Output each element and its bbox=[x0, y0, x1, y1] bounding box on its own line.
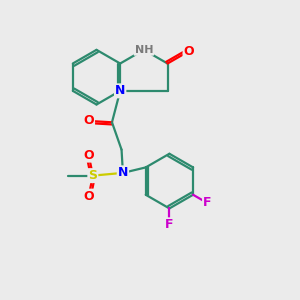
Text: O: O bbox=[83, 190, 94, 202]
Text: NH: NH bbox=[135, 45, 153, 55]
Text: S: S bbox=[88, 169, 97, 182]
Text: F: F bbox=[203, 196, 212, 209]
Text: N: N bbox=[115, 84, 125, 98]
Text: N: N bbox=[118, 167, 128, 179]
Text: F: F bbox=[165, 218, 174, 231]
Text: O: O bbox=[184, 45, 194, 58]
Text: O: O bbox=[83, 114, 94, 128]
Text: O: O bbox=[83, 148, 94, 162]
